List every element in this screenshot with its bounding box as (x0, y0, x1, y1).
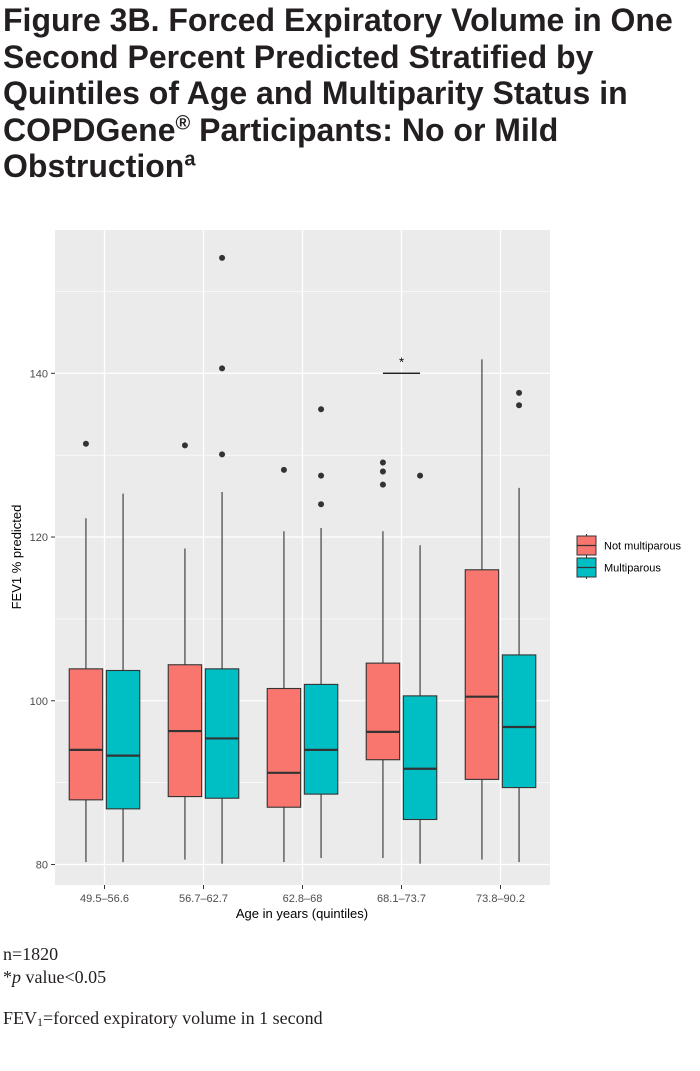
outlier-point (417, 472, 424, 479)
x-tick-label: 49.5–56.6 (80, 893, 129, 905)
box-body (68, 668, 104, 801)
outlier-point (219, 365, 226, 372)
outlier-point (318, 472, 325, 479)
outlier-point (379, 468, 386, 475)
x-tick-label: 56.7–62.7 (179, 893, 228, 905)
x-tick-label: 62.8–68 (283, 893, 323, 905)
sample-size-note: n=1820 (3, 944, 59, 964)
box-0-4 (464, 359, 500, 860)
y-tick-label: 80 (36, 860, 48, 872)
legend: Not multiparous Multiparous (576, 534, 682, 579)
box-0-1 (167, 442, 203, 860)
box-body (501, 654, 537, 789)
abbreviation-rest: =forced expiratory volume in 1 second (43, 1008, 323, 1028)
significance-p: p (12, 967, 21, 987)
outlier-point (516, 389, 523, 396)
registered-mark: ® (175, 111, 191, 134)
abbreviation-prefix: FEV (3, 1008, 38, 1028)
y-tick-label: 100 (30, 696, 48, 708)
significance-note: *p value<0.05 (3, 966, 693, 989)
box-body (464, 569, 500, 780)
box-group (68, 254, 537, 864)
outlier-point (181, 442, 188, 449)
box-body (204, 668, 240, 799)
legend-label: Not multiparous (604, 541, 682, 553)
footnote-mark: a (184, 148, 196, 171)
y-axis-title: FEV1 % predicted (9, 505, 24, 610)
figure-title: Figure 3B. Forced Expiratory Volume in O… (3, 2, 697, 185)
x-tick-label: 68.1–73.7 (377, 893, 426, 905)
x-axis: 49.5–56.6 56.7–62.7 62.8–68 68.1–73.7 73.8–9… (80, 885, 525, 905)
box-body (266, 687, 302, 808)
outlier-point (219, 451, 226, 458)
outlier-point (280, 466, 287, 473)
boxplot-chart: * 80 100 120 140 49.5–56.6 56.7–62.7 62.8–68 6… (9, 230, 682, 921)
x-axis-title: Age in years (quintiles) (236, 906, 368, 921)
box-1-3 (402, 472, 438, 864)
y-tick-label: 120 (30, 532, 48, 544)
box-1-0 (105, 493, 141, 863)
figure-title-main: Figure 3B. Forced Expiratory Volume in O… (3, 2, 673, 148)
box-0-3 (365, 459, 401, 858)
box-body (365, 662, 401, 761)
outlier-point (516, 402, 523, 409)
significance-marker: * (399, 354, 404, 369)
significance-rest: value<0.05 (21, 967, 107, 987)
box-1-1 (204, 254, 240, 864)
outlier-point (379, 481, 386, 488)
outlier-point (219, 254, 226, 261)
outlier-point (318, 501, 325, 508)
box-1-4 (501, 389, 537, 863)
significance-star: * (3, 967, 12, 987)
figure-title-rest: Participants: No or Mild Obstruction (3, 111, 559, 185)
outlier-point (379, 459, 386, 466)
legend-label: Multiparous (604, 563, 661, 575)
y-tick-label: 140 (30, 368, 48, 380)
x-tick-label: 73.8–90.2 (476, 893, 525, 905)
box-body (303, 683, 339, 795)
figure-notes: n=1820 *p value<0.05 FEV1=forced expirat… (3, 943, 693, 1034)
outlier-point (82, 440, 89, 447)
abbreviation-subscript: 1 (37, 1015, 44, 1029)
abbreviation-note: FEV1=forced expiratory volume in 1 secon… (3, 1007, 693, 1034)
box-0-0 (68, 440, 104, 863)
y-axis: 80 100 120 140 (30, 368, 55, 872)
annotation-group: * (382, 354, 421, 374)
box-0-2 (266, 466, 302, 863)
outlier-point (318, 406, 325, 413)
box-body (402, 695, 438, 821)
box-1-2 (303, 406, 339, 858)
box-body (105, 669, 141, 810)
